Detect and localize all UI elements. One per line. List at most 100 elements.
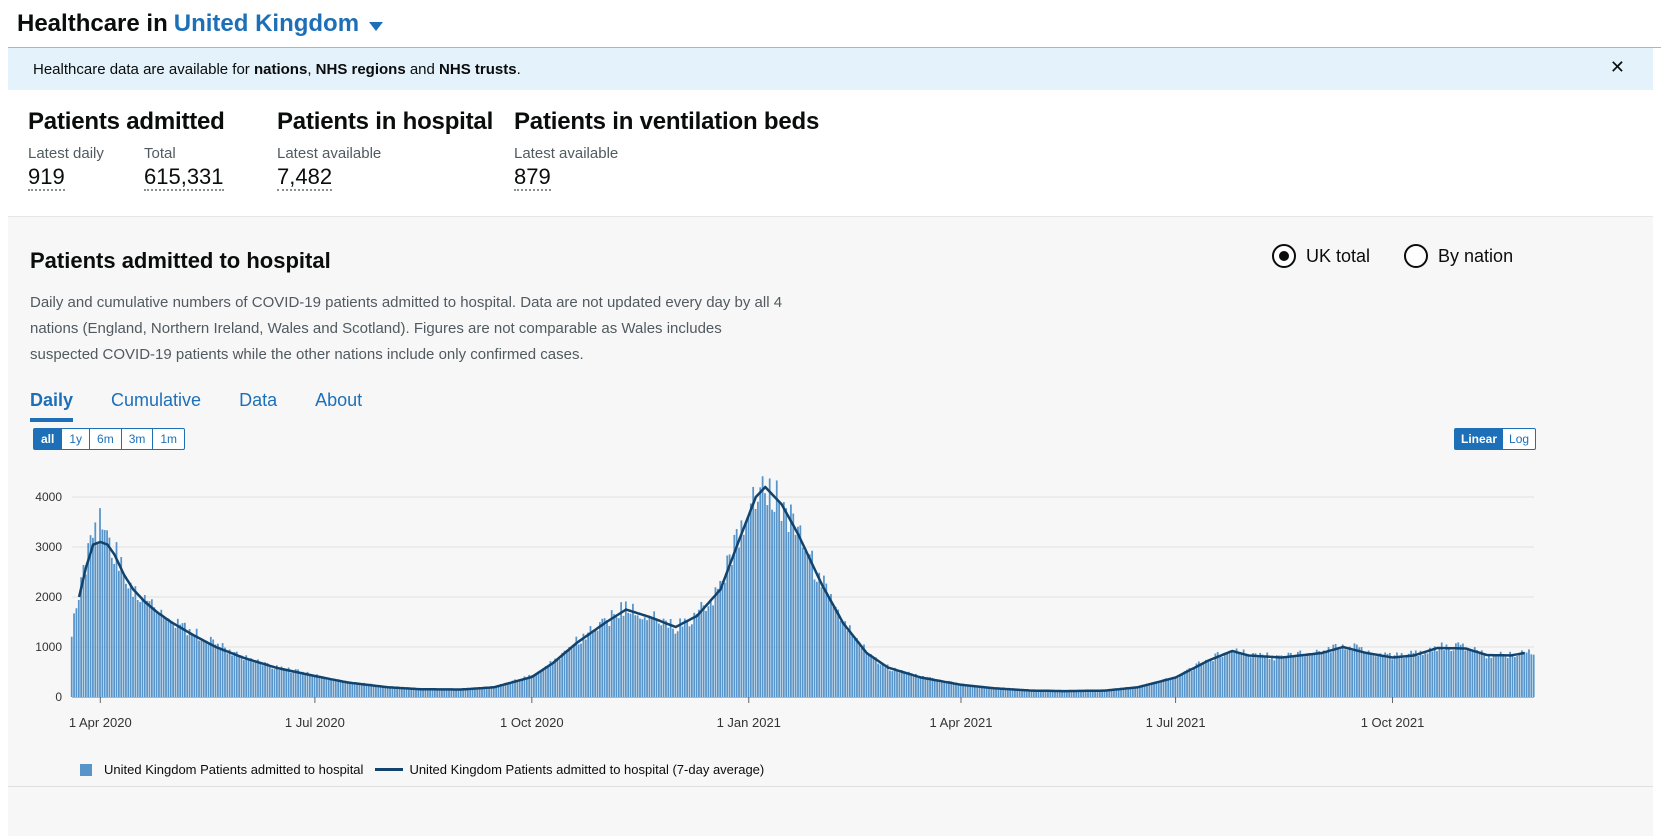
range-all-button[interactable]: all [34,429,62,449]
chart-bar [1384,652,1387,697]
chart-bar [617,618,620,697]
chart-bar [1080,690,1082,697]
linear-scale-button[interactable]: Linear [1455,429,1504,449]
chart-bar [450,689,453,697]
chart-bar [96,543,99,697]
chart-bar [535,673,538,697]
chart-bar [549,661,552,697]
chart-bar [999,688,1002,697]
chart-bar [757,501,759,697]
chart-bar [422,689,424,697]
chart-bar [247,659,250,697]
chart-bar [514,679,516,697]
chart-bar [360,683,363,697]
area-selector[interactable]: United Kingdom [173,10,360,37]
tab-daily[interactable]: Daily [30,390,74,422]
chart-bar [271,668,274,697]
chart-bar [804,550,806,697]
radio-uk-total[interactable]: UK total [1272,244,1370,268]
chart-bar [1393,655,1396,697]
chart-bar [1006,689,1009,697]
radio-by-nation[interactable]: By nation [1404,244,1513,268]
chart-bar [87,543,90,697]
chart-bar [1245,656,1247,697]
tab-data[interactable]: Data [239,390,278,410]
chart-bar [188,628,191,697]
chart-bar [672,628,674,697]
chart-bar [929,677,931,697]
page-title-prefix: Healthcare in [17,10,168,37]
chart-bar [1433,646,1436,697]
chart-bar [877,663,880,697]
y-tick-label: 1000 [35,640,62,654]
chart-bar [1372,653,1375,697]
chart-bar [686,620,689,697]
chart-bar [1261,654,1264,697]
chart-bar [325,678,328,697]
x-tick-label: 1 Apr 2021 [930,715,993,730]
range-1y-button[interactable]: 1y [61,429,89,449]
chart-bar [507,683,509,697]
chart-bar [903,672,905,697]
chart-bar [304,673,307,697]
radio-unselected-icon[interactable] [1404,244,1429,268]
chart-bar [471,687,474,697]
chart-bar [624,601,627,697]
metric-value[interactable]: 7,482 [277,164,333,191]
y-tick-label: 2000 [35,590,62,604]
close-icon[interactable]: ✕ [1609,57,1625,77]
metric-value[interactable]: 879 [514,164,551,191]
chart-bar [1188,667,1191,697]
chart-bar [1332,644,1335,697]
metric-value[interactable]: 615,331 [144,164,224,191]
chevron-down-icon[interactable] [369,21,384,31]
chart-bar [660,625,663,697]
chart-bar [75,608,78,697]
chart-bar [1240,652,1243,697]
chart-bar [1407,653,1410,697]
log-scale-button[interactable]: Log [1509,432,1530,446]
chart-bar [1230,650,1233,697]
chart-bar [1405,654,1408,697]
chart-bar [365,685,368,697]
range-6m-button[interactable]: 6m [89,429,121,449]
chart-bar [742,534,745,697]
chart-bar [919,676,922,697]
chart-bar [792,513,795,697]
chart-bar [1412,652,1415,697]
chart-bar [1504,656,1507,697]
admissions-chart[interactable]: 0 1000 2000 3000 4000 1 Apr 2020 1 Jul 2020 1 O… [8,457,1653,757]
chart-bar [648,617,651,697]
chart-bar [424,688,427,697]
chart-bar [1091,690,1094,697]
chart-bar [1157,681,1160,697]
tab-cumulative[interactable]: Cumulative [111,390,202,410]
y-tick-label: 0 [55,690,62,704]
metric-value[interactable]: 919 [28,164,65,191]
chart-bar [250,658,252,697]
chart-bar [1164,678,1167,697]
chart-bar [1351,650,1354,697]
range-3m-button[interactable]: 3m [120,429,153,449]
chart-bar [165,617,167,697]
range-1m-button[interactable]: 1m [152,429,184,449]
chart-bar [252,662,255,697]
chart-bar [1381,655,1384,697]
chart-bar [853,638,856,697]
chart-bar [1440,642,1443,697]
chart-bar [533,674,535,697]
chart-bar [226,653,229,697]
radio-selected-icon[interactable] [1272,244,1296,268]
chart-bar [363,682,365,697]
chart-bar [966,686,969,697]
chart-bar [1438,648,1441,697]
chart-bar [1077,690,1080,697]
chart-bar [568,647,571,697]
chart-bar [1339,649,1342,697]
chart-bar [1275,655,1278,697]
chart-bar [311,675,314,697]
chart-bar [834,606,837,697]
tab-about[interactable]: About [315,390,363,410]
chart-bar [1176,677,1179,697]
chart-bar [1016,689,1019,697]
